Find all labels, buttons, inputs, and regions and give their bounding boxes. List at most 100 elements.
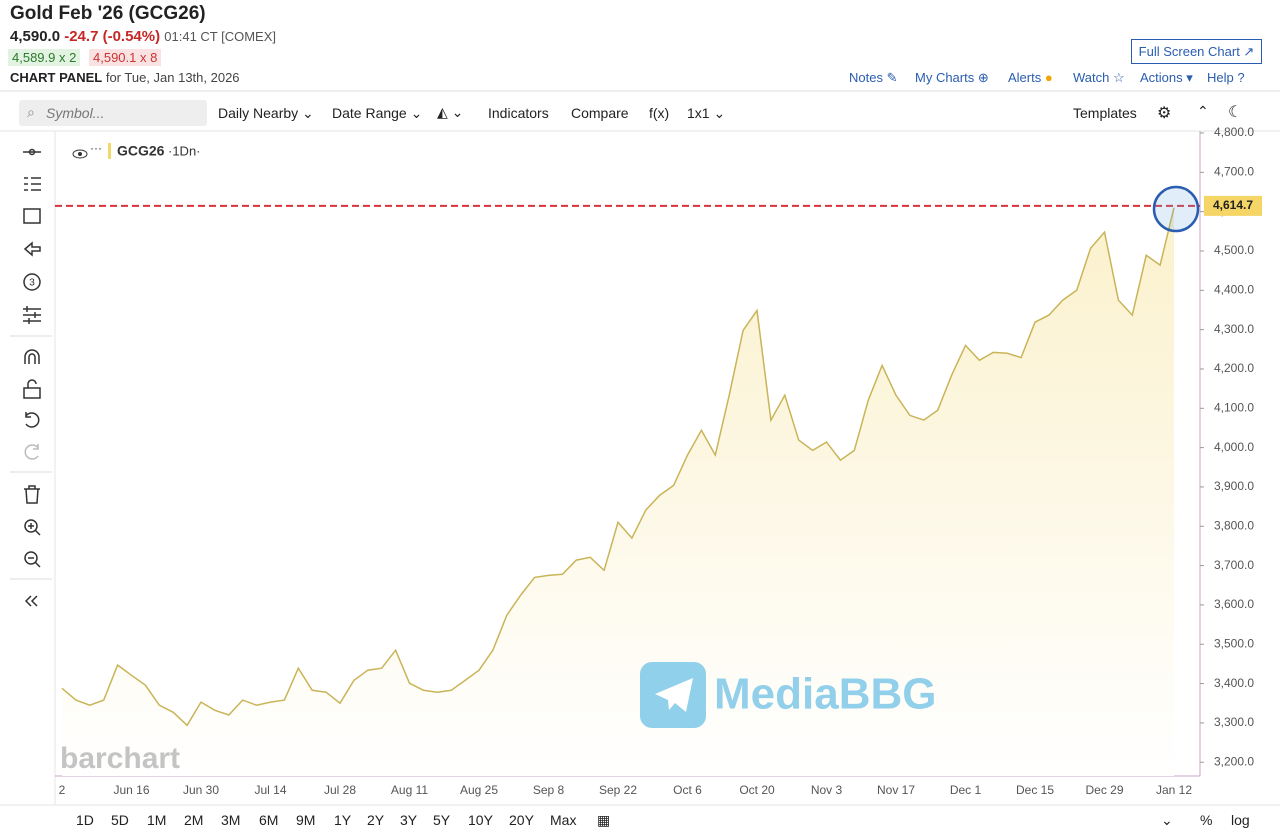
chevron: ⌄ <box>298 105 314 121</box>
nav-link[interactable]: Alerts ● <box>1008 70 1053 85</box>
tool-icon <box>27 379 37 388</box>
toolbar-item[interactable]: Compare <box>571 105 629 121</box>
plot <box>55 132 1204 776</box>
log-button[interactable]: log <box>1231 812 1250 828</box>
y-tick-label: 3,700.0 <box>1214 558 1254 572</box>
tool-icon[interactable] <box>25 412 40 428</box>
calendar-button[interactable]: ▦ <box>597 812 611 828</box>
nav-icon: ▾ <box>1182 70 1193 85</box>
tool-icon[interactable] <box>24 519 38 533</box>
x-tick-label: Oct 20 <box>739 783 775 797</box>
period-button[interactable]: 2Y <box>367 812 385 828</box>
percent-button[interactable]: % <box>1200 812 1213 828</box>
area <box>62 207 1174 776</box>
y-tick-label: 3,900.0 <box>1214 479 1254 493</box>
x-tick-label: Jun 30 <box>183 783 219 797</box>
y-tick-label: 3,600.0 <box>1214 597 1254 611</box>
y-tick-label: 4,300.0 <box>1214 322 1254 336</box>
search-placeholder: Symbol... <box>46 105 105 121</box>
period-button[interactable]: 10Y <box>468 812 493 828</box>
period-button[interactable]: 1Y <box>334 812 352 828</box>
period-button[interactable]: 9M <box>296 812 316 828</box>
period-button[interactable]: 2M <box>184 812 204 828</box>
tool-icon[interactable] <box>24 177 41 191</box>
period-button[interactable]: 3M <box>221 812 241 828</box>
x-tick-label: Dec 1 <box>950 783 982 797</box>
collapse-button[interactable]: ⌃ <box>1197 103 1209 119</box>
y-tick-label: 4,800.0 <box>1214 125 1254 139</box>
dropdown-button[interactable]: ⌄ <box>1161 812 1173 828</box>
y-tick-label: 4,100.0 <box>1214 400 1254 414</box>
menu-dots[interactable]: ··· <box>90 141 102 155</box>
chevron: ⌄ <box>406 105 423 121</box>
panel-label: CHART PANEL <box>10 70 103 85</box>
period-button[interactable]: 3Y <box>400 812 418 828</box>
bid: 4,589.9 x 2 <box>8 49 81 66</box>
x-tick-label: Dec 29 <box>1085 783 1123 797</box>
panel-date: for Tue, Jan 13th, 2026 <box>105 70 240 85</box>
theme-button[interactable]: ☾ <box>1228 104 1243 121</box>
x-tick-label: 2 <box>59 783 66 797</box>
x-tick-label: Dec 15 <box>1016 783 1054 797</box>
y-tick-label: 3,300.0 <box>1214 715 1254 729</box>
quote: 4,590.0 -24.7 (-0.54%) 01:41 CT [COMEX] <box>10 28 276 45</box>
x-tick-label: Sep 8 <box>533 783 565 797</box>
nav-link[interactable]: My Charts ⊕ <box>915 70 989 85</box>
tool-icon[interactable] <box>24 595 38 607</box>
eye-icon <box>78 152 82 156</box>
ask: 4,590.1 x 8 <box>89 49 162 66</box>
eye-icon[interactable] <box>72 149 88 159</box>
search-icon: ⌕ <box>27 104 35 120</box>
last-price: 4,590.0 <box>10 28 61 45</box>
title: Gold Feb '26 (GCG26) <box>10 3 206 24</box>
tool-icon[interactable] <box>24 349 40 364</box>
nav-link[interactable]: Help ? <box>1207 70 1245 85</box>
nav-icon: ⊕ <box>974 70 989 85</box>
x-tick-label: Aug 11 <box>391 783 428 797</box>
price-label: 4,614.7 <box>1213 198 1253 212</box>
period-button[interactable]: 1M <box>147 812 167 828</box>
period-button[interactable]: 6M <box>259 812 279 828</box>
chart-type-button[interactable]: ◭ ⌄ <box>437 104 464 120</box>
tool-icon[interactable] <box>23 273 41 291</box>
toolbar-item[interactable]: f(x) <box>649 105 670 121</box>
legend-label: GCG26 <box>117 143 165 159</box>
period-button[interactable]: 5Y <box>433 812 451 828</box>
tool-icon[interactable] <box>23 208 41 224</box>
nav-link[interactable]: Actions ▾ <box>1140 70 1193 85</box>
nav-icon: ? <box>1233 70 1245 85</box>
button-label: Full Screen Chart <box>1138 44 1240 59</box>
settings-button[interactable]: ⚙ <box>1157 105 1172 122</box>
toolbar-item[interactable]: Indicators <box>488 105 549 121</box>
period-button[interactable]: 1D <box>76 812 94 828</box>
tool-icon <box>28 557 41 568</box>
watermark: MediaBBG <box>714 670 936 719</box>
toolbar-item[interactable]: 1x1 ⌄ <box>687 105 726 121</box>
x-tick-label: Nov 17 <box>877 783 915 797</box>
toolbar-item[interactable]: Date Range ⌄ <box>332 105 423 121</box>
legend-swatch <box>108 143 111 159</box>
y-tick-label: 3,400.0 <box>1214 676 1254 690</box>
tool-icon[interactable] <box>23 241 41 257</box>
y-tick-label: 4,000.0 <box>1214 440 1254 454</box>
period-button[interactable]: 5D <box>111 812 129 828</box>
nav-link[interactable]: Notes ✎ <box>849 70 898 85</box>
toolbar-item[interactable]: Daily Nearby ⌄ <box>218 105 314 121</box>
tool-icon[interactable] <box>23 306 41 324</box>
x-tick-label: Sep 22 <box>599 783 637 797</box>
search-box[interactable]: ⌕ Symbol... <box>19 100 207 126</box>
y-tick-label: 3,200.0 <box>1214 754 1254 768</box>
panel-info: CHART PANEL for Tue, Jan 13th, 2026 <box>10 70 240 85</box>
tool-icon[interactable] <box>24 551 38 565</box>
fullscreen-button[interactable]: Full Screen Chart ↗ <box>1131 39 1262 64</box>
tool-icon[interactable] <box>24 485 40 504</box>
x-tick-label: Nov 3 <box>811 783 843 797</box>
x-tick-label: Jul 28 <box>324 783 356 797</box>
period-button[interactable]: 20Y <box>509 812 534 828</box>
period-button[interactable]: Max <box>550 812 577 828</box>
nav-link[interactable]: Watch ☆ <box>1073 70 1125 85</box>
tool-icon[interactable] <box>23 387 41 399</box>
logo-icon <box>655 678 693 712</box>
templates-button[interactable]: Templates <box>1073 105 1137 121</box>
